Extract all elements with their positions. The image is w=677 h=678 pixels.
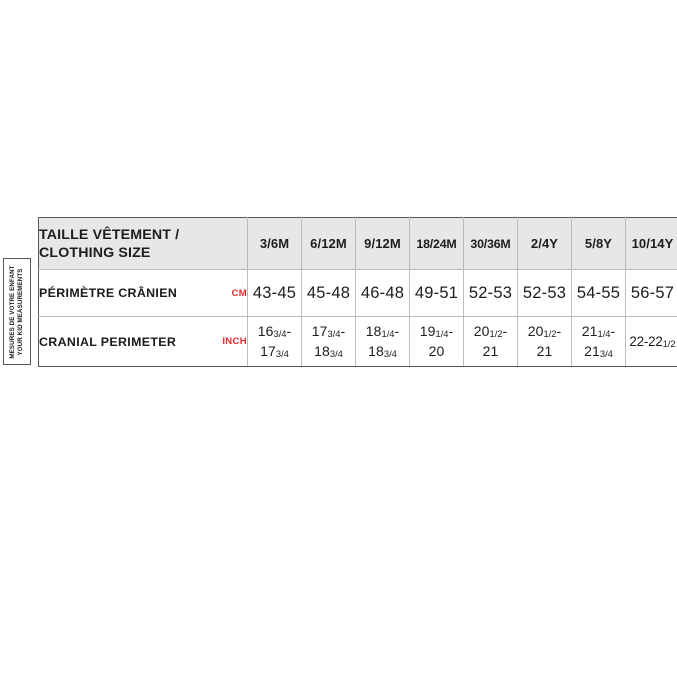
size-chart-table: TAILLE VÊTEMENT / CLOTHING SIZE 3/6M 6/1… xyxy=(38,217,677,367)
side-label-line-en: YOUR KID MEASUREMENTS xyxy=(17,267,24,356)
inch-value-6-12m: 173/4- 183/4 xyxy=(301,316,356,367)
inch-range-end: 183/4 xyxy=(368,342,397,359)
fraction: 1/4 xyxy=(381,327,395,339)
inch-value-10-14y: 22-221/2 xyxy=(625,316,677,367)
fraction: 3/4 xyxy=(599,347,613,359)
inch-range-start: 201/2- xyxy=(473,323,508,339)
row-label-cell-cm: PÉRIMÈTRE CRÂNIEN CM xyxy=(38,269,248,317)
inch-range-end: 21 xyxy=(482,343,499,359)
fraction: 3/4 xyxy=(275,347,289,359)
inch-range-start: 211/4- xyxy=(581,322,616,339)
inch-value-3-6m: 163/4- 173/4 xyxy=(247,316,302,367)
fraction: 3/4 xyxy=(329,347,343,359)
header-size-30-36m: 30/36M xyxy=(463,217,518,270)
unit-badge-cm: CM xyxy=(231,287,247,299)
fraction: 3/4 xyxy=(273,327,287,339)
header-size-3-6m: 3/6M xyxy=(247,217,302,270)
cm-value-18-24m: 49-51 xyxy=(409,269,464,317)
inch-value-30-36m: 201/2- 21 xyxy=(463,316,518,367)
table-row-inch: CRANIAL PERIMETER INCH 163/4- 173/4 173/4… xyxy=(38,316,677,367)
fraction: 1/4 xyxy=(435,328,449,339)
inch-range-end: 21 xyxy=(536,343,553,359)
inch-value-9-12m: 181/4- 183/4 xyxy=(355,316,410,367)
header-size-9-12m: 9/12M xyxy=(355,217,410,270)
fraction: 1/2 xyxy=(662,337,676,349)
table-row-cm: PÉRIMÈTRE CRÂNIEN CM 43-45 45-48 46-48 4… xyxy=(38,269,677,317)
fraction: 3/4 xyxy=(383,347,397,359)
header-size-6-12m: 6/12M xyxy=(301,217,356,270)
header-size-10-14y: 10/14Y xyxy=(625,217,677,270)
measurements-side-label: MESURES DE VOTRE ENFANT YOUR KID MEASURE… xyxy=(3,258,31,365)
inch-range-start: 163/4- xyxy=(257,322,292,339)
fraction: 1/2 xyxy=(543,328,557,339)
cm-value-3-6m: 43-45 xyxy=(247,269,302,317)
row-label-perimetre-cranien: PÉRIMÈTRE CRÂNIEN xyxy=(39,286,178,300)
header-size-2-4y: 2/4Y xyxy=(517,217,572,270)
header-size-5-8y: 5/8Y xyxy=(571,217,626,270)
cm-value-5-8y: 54-55 xyxy=(571,269,626,317)
side-label-text: MESURES DE VOTRE ENFANT YOUR KID MEASURE… xyxy=(9,265,25,358)
fraction: 1/2 xyxy=(489,328,503,339)
inch-range-start: 201/2- xyxy=(527,323,562,339)
size-chart-container: MESURES DE VOTRE ENFANT YOUR KID MEASURE… xyxy=(3,217,677,367)
fraction: 3/4 xyxy=(327,327,341,339)
cm-value-9-12m: 46-48 xyxy=(355,269,410,317)
inch-range-end: 20 xyxy=(428,343,445,359)
header-title-line1: TAILLE VÊTEMENT / xyxy=(39,226,180,243)
inch-value-18-24m: 191/4- 20 xyxy=(409,316,464,367)
unit-badge-inch: INCH xyxy=(222,336,247,347)
inch-range-start: 181/4- xyxy=(365,322,400,339)
inch-value-2-4y: 201/2- 21 xyxy=(517,316,572,367)
side-label-line-fr: MESURES DE VOTRE ENFANT xyxy=(9,264,16,359)
inch-range-start: 191/4- xyxy=(419,323,454,339)
inch-range-start: 173/4- xyxy=(311,322,346,339)
fraction: 1/4 xyxy=(597,327,611,339)
cm-value-10-14y: 56-57 xyxy=(625,269,677,317)
inch-range-end: 183/4 xyxy=(314,342,343,359)
cm-value-6-12m: 45-48 xyxy=(301,269,356,317)
table-header-row: TAILLE VÊTEMENT / CLOTHING SIZE 3/6M 6/1… xyxy=(38,217,677,270)
cm-value-2-4y: 52-53 xyxy=(517,269,572,317)
inch-value-5-8y: 211/4- 213/4 xyxy=(571,316,626,367)
inch-range-end: 213/4 xyxy=(584,342,613,359)
row-label-cell-inch: CRANIAL PERIMETER INCH xyxy=(38,316,248,367)
row-label-cranial-perimeter: CRANIAL PERIMETER xyxy=(39,334,177,349)
inch-range-end: 173/4 xyxy=(260,342,289,359)
header-title-line2: CLOTHING SIZE xyxy=(39,244,151,261)
header-size-18-24m: 18/24M xyxy=(409,217,464,270)
header-title-cell: TAILLE VÊTEMENT / CLOTHING SIZE xyxy=(38,217,248,270)
cm-value-30-36m: 52-53 xyxy=(463,269,518,317)
